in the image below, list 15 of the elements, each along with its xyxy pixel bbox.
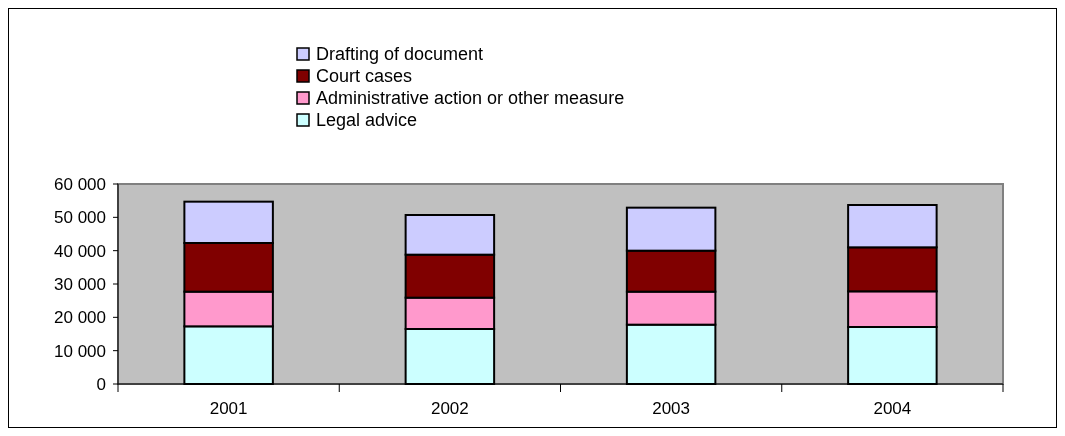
legend-label: Court cases [316,66,413,87]
x-tick-label: 2004 [873,399,912,418]
y-tick-label: 0 [96,374,106,394]
y-tick-label: 30 000 [54,274,106,294]
y-tick-label: 40 000 [54,241,106,261]
y-tick-label: 60 000 [54,174,106,194]
legend-label: Administrative action or other measure [316,88,625,109]
x-tick-label: 2003 [652,399,691,418]
x-tick-label: 2002 [430,399,469,418]
y-tick-label: 20 000 [54,308,106,328]
y-tick-label: 10 000 [54,341,106,361]
legend-label: Drafting of document [316,44,484,65]
x-tick-label: 2001 [209,399,248,418]
y-tick-label: 50 000 [54,208,106,228]
legend-label: Legal advice [316,110,418,131]
